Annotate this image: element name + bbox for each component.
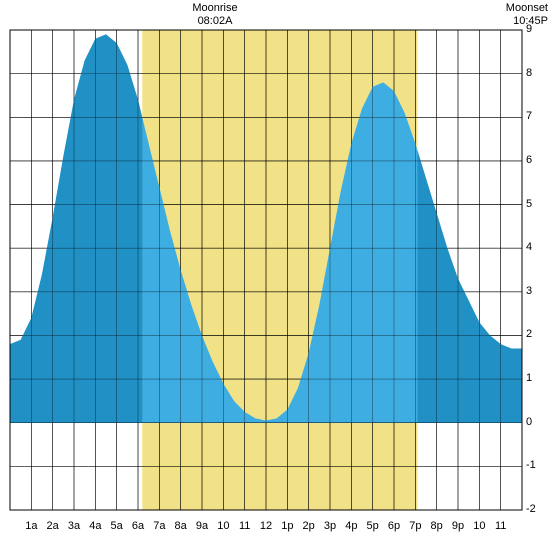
x-tick-label: 6p (383, 520, 405, 532)
x-tick-label: 7p (404, 520, 426, 532)
x-tick-label: 9p (447, 520, 469, 532)
x-tick-label: 11 (234, 520, 256, 532)
x-tick-label: 9a (191, 520, 213, 532)
x-tick-label: 8p (426, 520, 448, 532)
y-tick-label: 0 (526, 416, 546, 428)
moonrise-label: Moonrise (180, 2, 250, 15)
x-tick-label: 10 (212, 520, 234, 532)
x-tick-label: 4p (340, 520, 362, 532)
y-tick-label: 2 (526, 328, 546, 340)
x-tick-label: 6a (127, 520, 149, 532)
y-tick-label: 4 (526, 241, 546, 253)
tide-moon-chart: Moonrise 08:02A Moonset 10:45P 987654321… (0, 0, 550, 550)
x-tick-label: 11 (490, 520, 512, 532)
x-tick-label: 7a (148, 520, 170, 532)
y-tick-label: 8 (526, 67, 546, 79)
x-tick-label: 5a (106, 520, 128, 532)
x-tick-label: 1a (20, 520, 42, 532)
x-tick-label: 3a (63, 520, 85, 532)
x-tick-label: 5p (362, 520, 384, 532)
x-tick-label: 2p (298, 520, 320, 532)
y-tick-label: 6 (526, 154, 546, 166)
x-tick-label: 10 (468, 520, 490, 532)
y-tick-label: 5 (526, 198, 546, 210)
moonrise-time: 08:02A (180, 15, 250, 28)
y-tick-label: 9 (526, 23, 546, 35)
x-tick-label: 1p (276, 520, 298, 532)
y-tick-label: -1 (526, 459, 546, 471)
x-tick-label: 3p (319, 520, 341, 532)
x-tick-label: 4a (84, 520, 106, 532)
x-tick-label: 2a (42, 520, 64, 532)
y-tick-label: 3 (526, 285, 546, 297)
x-tick-label: 12 (255, 520, 277, 532)
moonrise-block: Moonrise 08:02A (180, 2, 250, 28)
x-tick-label: 8a (170, 520, 192, 532)
y-tick-label: 7 (526, 110, 546, 122)
chart-svg (0, 0, 550, 550)
y-tick-label: -2 (526, 503, 546, 515)
y-tick-label: 1 (526, 372, 546, 384)
moonset-label: Moonset (488, 2, 548, 15)
